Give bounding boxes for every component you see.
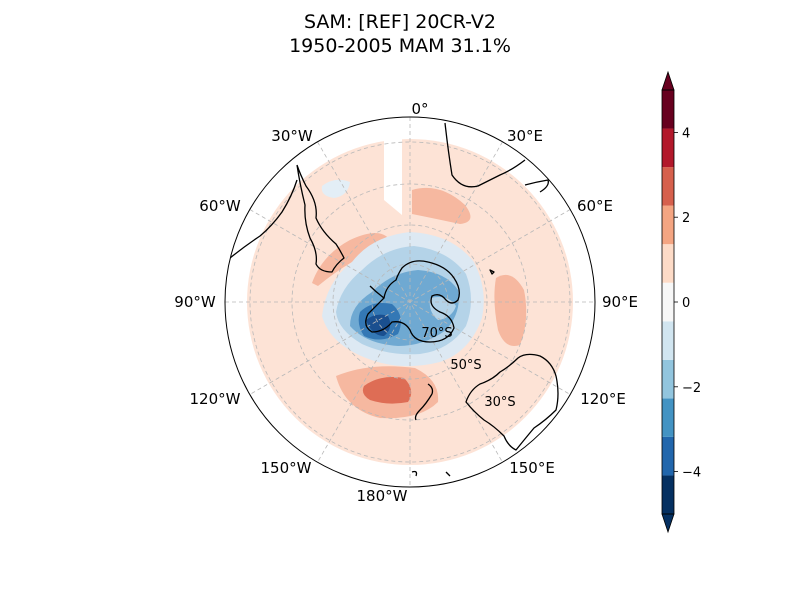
colorbar-tick-label: −2 xyxy=(682,381,701,396)
lon-label-90w: 90°W xyxy=(174,293,216,311)
coast-antarctic-peninsula xyxy=(369,285,385,299)
lon-label-150e: 150°E xyxy=(509,459,555,477)
colorbar-swatch xyxy=(662,398,674,437)
coast-madagascar xyxy=(524,179,549,193)
colorbar-extend-bottom xyxy=(661,513,675,534)
lon-label-150w: 150°W xyxy=(261,459,312,477)
coast-africa-south xyxy=(444,122,526,188)
lon-label-30e: 30°E xyxy=(507,127,543,145)
lat-label-30s: 30°S xyxy=(484,395,515,410)
lat-label-70s: 70°S xyxy=(421,326,452,341)
colorbar-swatch xyxy=(662,282,674,322)
lon-label-60w: 60°W xyxy=(199,197,241,215)
colorbar-extend-top xyxy=(661,70,675,91)
colorbar-swatch xyxy=(662,128,674,168)
latitude-labels: 70°S 50°S 30°S xyxy=(421,326,515,410)
coast-south-america-west xyxy=(229,179,298,259)
colorbar-swatch xyxy=(662,359,674,399)
positive-lobe-atlantic xyxy=(412,187,471,224)
negative-core-strongest xyxy=(366,314,391,336)
coast-antarctica xyxy=(365,260,460,343)
lon-label-30w: 30°W xyxy=(271,127,313,145)
colorbar-ticks: 4 2 0 −2 −4 xyxy=(674,126,701,481)
coast-new-zealand-north xyxy=(427,383,434,395)
colorbar-swatch xyxy=(662,244,674,283)
colorbar: 4 2 0 −2 −4 xyxy=(661,70,701,534)
colorbar-swatch xyxy=(662,436,674,476)
colorbar-swatch xyxy=(662,90,674,129)
colorbar-swatch xyxy=(662,205,674,245)
colorbar-swatch xyxy=(662,167,674,206)
colorbar-tick-label: 4 xyxy=(682,126,690,141)
lon-label-120e: 120°E xyxy=(580,390,626,408)
lon-label-120w: 120°W xyxy=(190,390,241,408)
colorbar-tick-label: −4 xyxy=(682,466,701,481)
lon-label-180w: 180°W xyxy=(357,487,408,505)
coast-island xyxy=(489,269,495,275)
coast-new-zealand-south xyxy=(414,393,433,421)
colorbar-swatch xyxy=(662,475,674,514)
lon-label-60e: 60°E xyxy=(577,197,613,215)
graticule xyxy=(225,117,595,487)
longitude-labels: 0° 30°E 60°E 90°E 120°E 150°E 180°W 150°… xyxy=(174,100,638,505)
positive-lobe-indian xyxy=(494,274,527,346)
lon-label-0: 0° xyxy=(411,100,428,118)
positive-core-pacific xyxy=(362,377,412,404)
colorbar-swatch xyxy=(662,321,674,360)
coast-island xyxy=(411,470,418,477)
map-area xyxy=(225,117,595,487)
colorbar-tick-label: 0 xyxy=(682,296,690,311)
coast-australia xyxy=(465,353,559,451)
chart-title-line2: 1950-2005 MAM 31.1% xyxy=(289,35,511,57)
lon-label-90e: 90°E xyxy=(602,293,638,311)
coast-island xyxy=(445,471,451,477)
data-gap-notch xyxy=(384,120,402,215)
chart-title-line1: SAM: [REF] 20CR-V2 xyxy=(304,11,496,33)
map-boundary xyxy=(224,116,596,488)
coastlines xyxy=(229,122,559,477)
coast-south-america xyxy=(296,164,345,273)
colorbar-tick-label: 2 xyxy=(682,211,690,226)
weak-negative-patch xyxy=(321,179,350,198)
colorbar-swatches xyxy=(662,90,674,514)
lat-label-50s: 50°S xyxy=(450,358,481,373)
